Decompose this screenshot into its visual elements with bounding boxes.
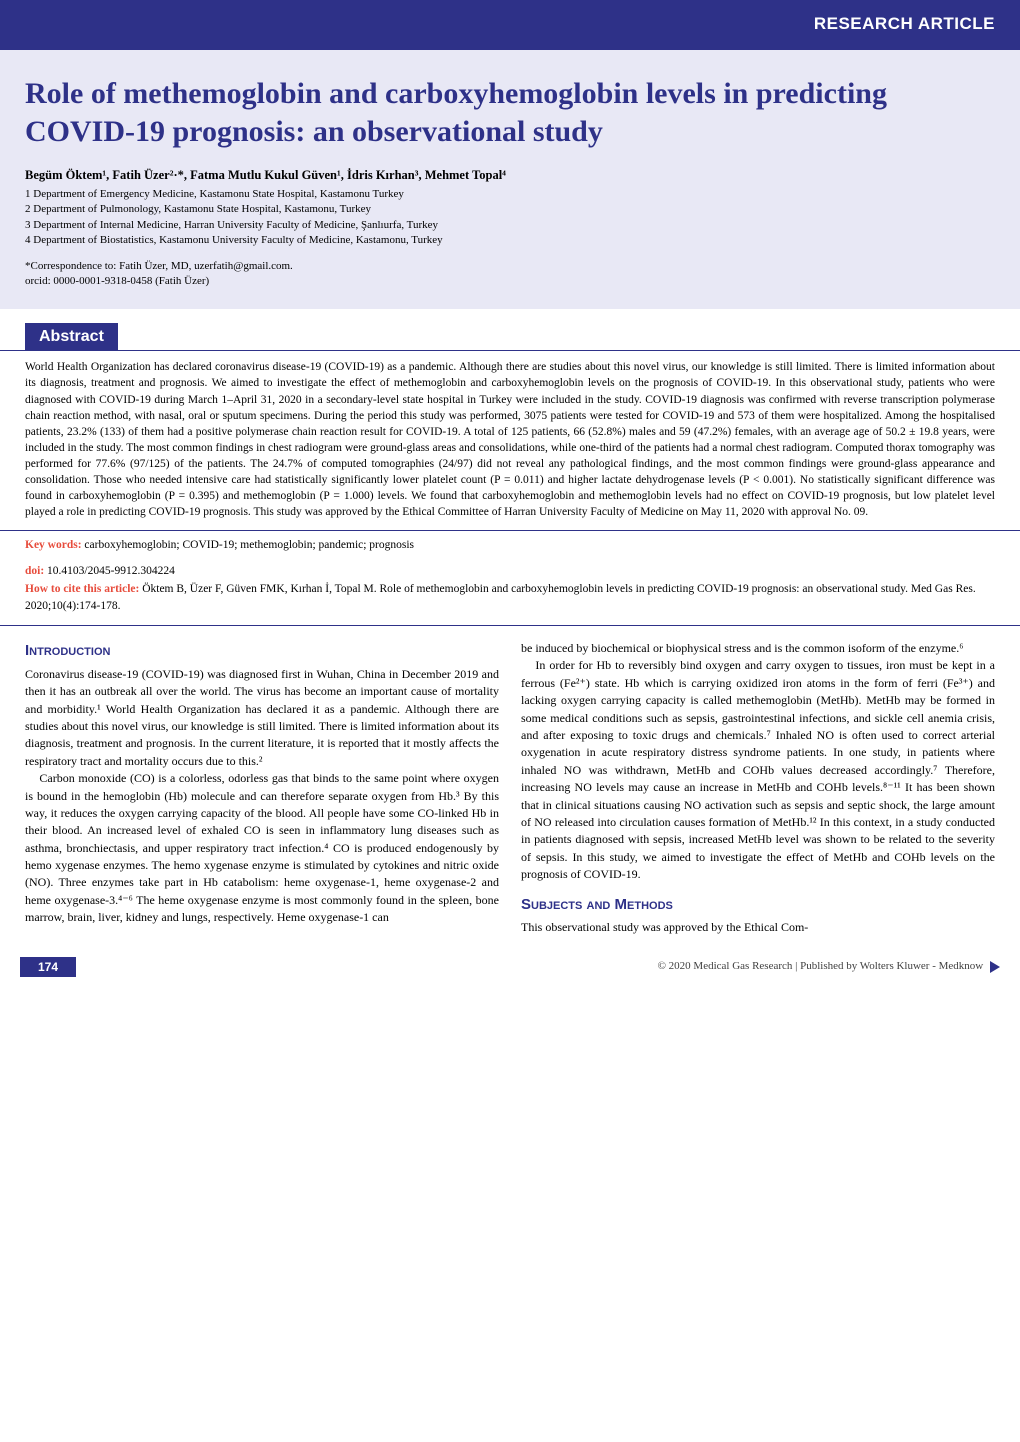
subjects-p1: This observational study was approved by… bbox=[521, 919, 995, 936]
abstract-body: World Health Organization has declared c… bbox=[0, 350, 1020, 531]
right-column: be induced by biochemical or biophysical… bbox=[521, 640, 995, 937]
page-number: 174 bbox=[20, 957, 76, 977]
doi-label: doi: bbox=[25, 565, 44, 577]
intro-p1-cont: be induced by biochemical or biophysical… bbox=[521, 640, 995, 657]
title-region: Role of methemoglobin and carboxyhemoglo… bbox=[0, 50, 1020, 309]
doi-text: 10.4103/2045-9912.304224 bbox=[44, 565, 175, 577]
keywords: Key words: carboxyhemoglobin; COVID-19; … bbox=[0, 531, 1020, 557]
article-category: RESEARCH ARTICLE bbox=[814, 14, 995, 34]
copyright-text: © 2020 Medical Gas Research | Published … bbox=[658, 960, 984, 972]
keywords-label: Key words: bbox=[25, 539, 82, 551]
doi-line: doi: 10.4103/2045-9912.304224 bbox=[25, 563, 995, 580]
intro-p2: Carbon monoxide (CO) is a colorless, odo… bbox=[25, 770, 499, 927]
footer-copyright: © 2020 Medical Gas Research | Published … bbox=[658, 960, 1000, 972]
affiliation-3: 3 Department of Internal Medicine, Harra… bbox=[25, 218, 995, 233]
affiliation-1: 1 Department of Emergency Medicine, Kast… bbox=[25, 187, 995, 202]
cite-text: Öktem B, Üzer F, Güven FMK, Kırhan İ, To… bbox=[25, 583, 976, 612]
header-bar: RESEARCH ARTICLE bbox=[0, 0, 1020, 50]
affiliation-2: 2 Department of Pulmonology, Kastamonu S… bbox=[25, 202, 995, 217]
abstract-header: Abstract bbox=[25, 323, 118, 351]
body-columns: Introduction Coronavirus disease-19 (COV… bbox=[0, 626, 1020, 957]
orcid-line: orcid: 0000-0001-9318-0458 (Fatih Üzer) bbox=[25, 274, 995, 289]
chevron-icon bbox=[990, 961, 1000, 973]
subjects-heading: Subjects and Methods bbox=[521, 894, 995, 916]
intro-p1: Coronavirus disease-19 (COVID-19) was di… bbox=[25, 666, 499, 770]
footer: 174 © 2020 Medical Gas Research | Publis… bbox=[0, 957, 1020, 987]
correspondence: *Correspondence to: Fatih Üzer, MD, uzer… bbox=[25, 259, 995, 290]
doi-cite-block: doi: 10.4103/2045-9912.304224 How to cit… bbox=[0, 557, 1020, 626]
keywords-text: carboxyhemoglobin; COVID-19; methemoglob… bbox=[82, 539, 415, 551]
intro-p3: In order for Hb to reversibly bind oxyge… bbox=[521, 657, 995, 883]
left-column: Introduction Coronavirus disease-19 (COV… bbox=[25, 640, 499, 937]
affiliation-4: 4 Department of Biostatistics, Kastamonu… bbox=[25, 233, 995, 248]
correspondence-line: *Correspondence to: Fatih Üzer, MD, uzer… bbox=[25, 259, 995, 274]
cite-line: How to cite this article: Öktem B, Üzer … bbox=[25, 581, 995, 616]
cite-label: How to cite this article: bbox=[25, 583, 139, 595]
introduction-heading: Introduction bbox=[25, 640, 499, 662]
article-title: Role of methemoglobin and carboxyhemoglo… bbox=[25, 75, 995, 150]
authors: Begüm Öktem¹, Fatih Üzer²·*, Fatma Mutlu… bbox=[25, 168, 995, 183]
